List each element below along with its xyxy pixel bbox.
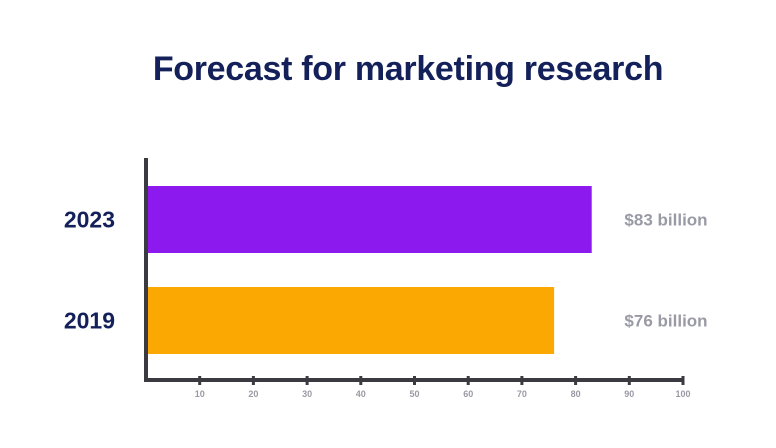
- x-tick-label-40: 40: [356, 389, 366, 399]
- x-axis-ticks: 10 20 30 40 50 60 70 80 90 100: [195, 376, 691, 399]
- x-tick-label-70: 70: [517, 389, 527, 399]
- category-label-2019: 2019: [64, 308, 115, 334]
- x-tick-label-20: 20: [248, 389, 258, 399]
- bar-2019: [146, 287, 555, 354]
- x-tick-label-80: 80: [571, 389, 581, 399]
- data-label-2023: $83 billion: [624, 211, 707, 230]
- x-tick-label-50: 50: [409, 389, 419, 399]
- data-label-2019: $76 billion: [624, 312, 707, 331]
- x-tick-label-10: 10: [195, 389, 205, 399]
- data-labels: $83 billion $76 billion: [624, 211, 707, 331]
- chart-title: Forecast for marketing research: [152, 50, 664, 88]
- x-tick-label-90: 90: [624, 389, 634, 399]
- category-label-2023: 2023: [64, 207, 115, 233]
- category-labels: 2023 2019: [64, 207, 115, 334]
- x-tick-label-100: 100: [675, 389, 690, 399]
- bar-2023: [146, 186, 592, 253]
- x-tick-label-60: 60: [463, 389, 473, 399]
- x-tick-label-30: 30: [302, 389, 312, 399]
- bar-group: [146, 186, 592, 354]
